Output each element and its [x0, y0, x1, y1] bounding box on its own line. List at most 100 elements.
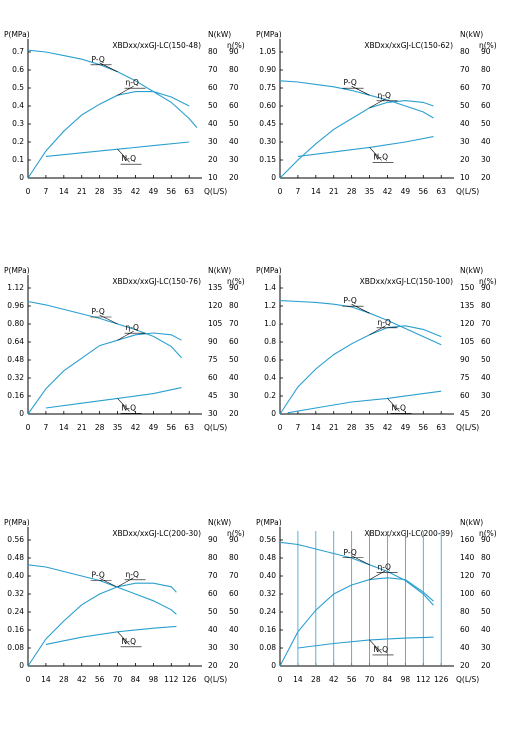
- x-tick-label: 14: [293, 675, 303, 684]
- chart-title: XBDxx/xxGJ-LC(150-76): [112, 277, 201, 286]
- x-tick-label: 0: [26, 423, 31, 432]
- y3-tick-label: 30: [481, 391, 491, 400]
- y-tick-label: 0.56: [7, 535, 24, 544]
- x-tick-label: 7: [296, 187, 301, 196]
- curve: [45, 387, 182, 409]
- y3-tick-label: 40: [481, 137, 491, 146]
- y3-tick-label: 50: [229, 119, 239, 128]
- x-tick-label: 70: [365, 675, 375, 684]
- curve-label: P-Q: [92, 307, 105, 316]
- y3-tick-label: 80: [481, 553, 491, 562]
- curve-label: η-Q: [126, 78, 139, 87]
- x-tick-label: 7: [296, 423, 301, 432]
- y2-tick-label: 20: [208, 661, 218, 670]
- y2-tick-label: 20: [208, 155, 218, 164]
- y3-tick-label: 60: [481, 337, 491, 346]
- y2-tick-label: 135: [460, 301, 475, 310]
- x-axis-label: Q(L/S): [204, 423, 227, 432]
- y3-tick-label: 50: [481, 355, 491, 364]
- y-tick-label: 0.48: [7, 355, 24, 364]
- y-tick-label: 1.05: [259, 47, 276, 56]
- y3-tick-label: 80: [229, 553, 239, 562]
- y-tick-label: 1.12: [7, 283, 24, 292]
- y-tick-label: 0.90: [259, 65, 276, 74]
- y-tick-label: 0.6: [12, 65, 24, 74]
- y2-tick-label: 40: [460, 643, 470, 652]
- x-tick-label: 112: [416, 675, 431, 684]
- y2-tick-label: 90: [208, 337, 218, 346]
- x-tick-label: 49: [401, 187, 411, 196]
- x-axis-label: Q(L/S): [204, 187, 227, 196]
- y3-tick-label: 50: [229, 355, 239, 364]
- x-tick-label: 42: [131, 423, 141, 432]
- y2-tick-label: 120: [460, 571, 475, 580]
- y2-tick-label: 30: [460, 137, 470, 146]
- y-tick-label: 0: [271, 409, 276, 418]
- x-tick-label: 14: [311, 187, 321, 196]
- curve: [279, 577, 434, 667]
- y3-axis-label: η(%): [227, 277, 245, 286]
- y2-tick-label: 140: [460, 553, 475, 562]
- y-tick-label: 0.48: [259, 553, 276, 562]
- leader-line: [351, 555, 370, 566]
- chart-title: XBDxx/xxGJ-LC(200-39): [364, 529, 453, 538]
- y3-tick-label: 80: [481, 65, 491, 74]
- y3-tick-label: 30: [481, 643, 491, 652]
- y-axis-label: P(MPa): [4, 30, 30, 39]
- x-tick-label: 35: [113, 187, 123, 196]
- curve: [279, 325, 442, 415]
- y-tick-label: 0.48: [7, 553, 24, 562]
- y2-tick-label: 75: [208, 355, 218, 364]
- y-tick-label: 0.32: [7, 373, 24, 382]
- y-axis-label: P(MPa): [4, 518, 30, 527]
- y-tick-label: 0.2: [264, 391, 276, 400]
- x-tick-label: 14: [59, 423, 69, 432]
- y3-tick-label: 80: [229, 301, 239, 310]
- leader-line: [117, 85, 134, 96]
- y3-tick-label: 90: [229, 47, 239, 56]
- x-tick-label: 42: [77, 675, 87, 684]
- chart-title: XBDxx/xxGJ-LC(200-30): [112, 529, 201, 538]
- x-tick-label: 56: [419, 423, 429, 432]
- y2-tick-label: 60: [460, 391, 470, 400]
- x-tick-label: 42: [383, 187, 393, 196]
- y2-tick-label: 70: [208, 65, 218, 74]
- leader-line: [369, 570, 386, 580]
- y-axis-label: P(MPa): [256, 30, 282, 39]
- y2-tick-label: 90: [460, 355, 470, 364]
- y2-tick-label: 20: [460, 661, 470, 670]
- x-tick-label: 0: [278, 423, 283, 432]
- y2-tick-label: 40: [208, 119, 218, 128]
- x-tick-label: 126: [182, 675, 197, 684]
- x-tick-label: 98: [401, 675, 411, 684]
- x-tick-label: 56: [419, 187, 429, 196]
- curve: [279, 100, 434, 179]
- y2-axis-label: N(kW): [208, 30, 231, 39]
- y3-tick-label: 70: [481, 571, 491, 580]
- y2-tick-label: 80: [208, 47, 218, 56]
- curve: [27, 300, 182, 359]
- y3-tick-label: 60: [481, 101, 491, 110]
- leader-line: [117, 631, 130, 646]
- y-tick-label: 0.24: [7, 607, 24, 616]
- y3-tick-label: 30: [229, 643, 239, 652]
- y-tick-label: 0.2: [12, 137, 24, 146]
- x-tick-label: 84: [131, 675, 141, 684]
- y3-tick-label: 90: [481, 535, 491, 544]
- x-tick-label: 0: [26, 187, 31, 196]
- curve-label: N-Q: [391, 403, 406, 412]
- leader-line: [117, 577, 134, 588]
- y-tick-label: 0.4: [12, 101, 24, 110]
- y2-axis-label: N(kW): [208, 518, 231, 527]
- x-tick-label: 7: [44, 423, 49, 432]
- x-tick-label: 63: [184, 423, 194, 432]
- x-tick-label: 0: [26, 675, 31, 684]
- x-tick-label: 49: [149, 423, 159, 432]
- y2-axis-label: N(kW): [460, 518, 483, 527]
- y3-tick-label: 30: [481, 155, 491, 164]
- y-tick-label: 0.1: [12, 155, 24, 164]
- y-tick-label: 0: [19, 409, 24, 418]
- y-tick-label: 0.3: [12, 119, 24, 128]
- y3-tick-label: 40: [481, 373, 491, 382]
- x-tick-label: 28: [59, 675, 69, 684]
